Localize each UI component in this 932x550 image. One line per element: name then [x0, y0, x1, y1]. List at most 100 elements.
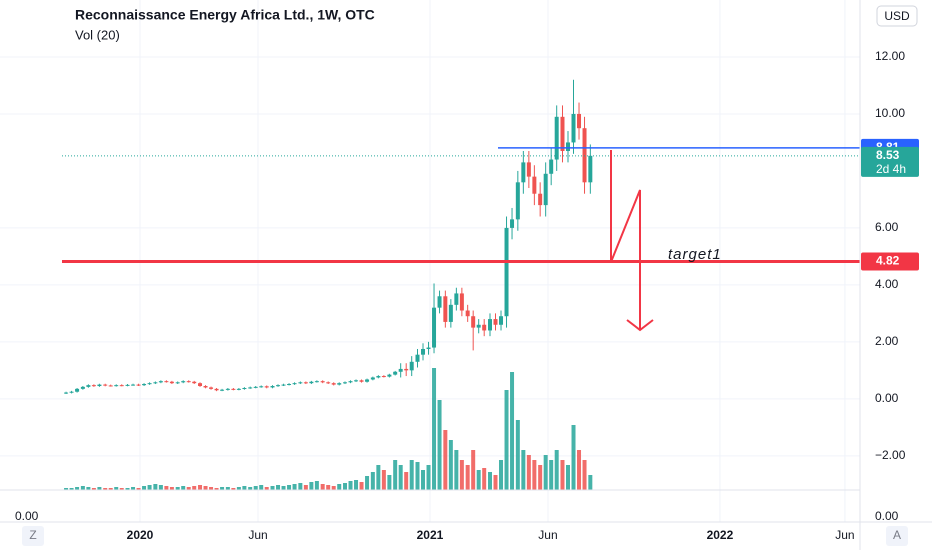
- volume-bar: [387, 475, 392, 490]
- candle-body: [448, 304, 453, 322]
- currency-label[interactable]: USD: [884, 9, 910, 23]
- candle-body: [169, 381, 174, 384]
- candle-body: [359, 380, 364, 382]
- volume-bar: [276, 485, 281, 490]
- price-label: 4.82: [876, 254, 900, 268]
- annotation: target1: [668, 246, 722, 263]
- candle-body: [560, 116, 565, 151]
- volume-bar: [554, 450, 559, 490]
- volume-bar: [471, 450, 476, 490]
- volume-bar: [421, 470, 426, 490]
- countdown-label: 2d 4h: [876, 162, 906, 176]
- candle-body: [454, 293, 459, 305]
- auto-label[interactable]: A: [893, 528, 901, 542]
- candle-body: [510, 219, 515, 228]
- candle-body: [114, 385, 119, 387]
- volume-bar: [343, 483, 348, 490]
- volume-bar: [577, 450, 582, 490]
- candle-body: [264, 386, 269, 388]
- candle-body: [64, 392, 69, 394]
- volume-bar: [97, 487, 102, 490]
- volume-bar: [203, 486, 208, 490]
- candle-body: [337, 383, 342, 385]
- zoom-label[interactable]: Z: [29, 528, 36, 542]
- candle-body: [175, 382, 180, 384]
- candle-body: [97, 384, 102, 387]
- candle-body: [443, 296, 448, 322]
- x-tick-label: Jun: [248, 528, 267, 542]
- volume-bar: [125, 488, 130, 490]
- volume-bar: [549, 460, 554, 490]
- volume-bar: [192, 486, 197, 490]
- volume-bar: [287, 485, 292, 490]
- currency-button[interactable]: [876, 5, 918, 27]
- volume-bar: [437, 400, 442, 490]
- volume-bar: [432, 368, 437, 490]
- y-tick-label: 12.00: [875, 49, 905, 63]
- volume-bar: [298, 483, 303, 490]
- volume-bar: [565, 465, 570, 490]
- candle-body: [320, 381, 325, 383]
- volume-bar: [108, 488, 113, 490]
- volume-bar: [158, 485, 163, 490]
- volume-bar: [75, 487, 80, 490]
- volume-bar: [588, 475, 593, 490]
- candle-body: [459, 293, 464, 311]
- arrow-head: [626, 319, 654, 332]
- candle-body: [471, 316, 476, 328]
- volume-bar: [443, 430, 448, 490]
- volume-bar: [136, 488, 141, 490]
- x-tick-label: 2021: [417, 528, 444, 542]
- marks-layer: [62, 79, 860, 490]
- volume-bar: [270, 486, 275, 490]
- volume-bar: [326, 485, 331, 490]
- volume-bar: [91, 488, 96, 490]
- volume-bar: [510, 372, 515, 490]
- candle-body: [314, 381, 319, 383]
- volume-bar: [582, 460, 587, 490]
- price-label-box: [861, 252, 919, 271]
- candle-body: [326, 382, 331, 384]
- candle-body: [343, 382, 348, 384]
- x-tick-label: 2022: [707, 528, 734, 542]
- volume-bar: [142, 486, 147, 490]
- candle-body: [80, 386, 85, 389]
- x-tick-label: Jun: [835, 528, 854, 542]
- volume-bar: [309, 482, 314, 490]
- lower-pane-right-label: 0.00: [875, 509, 899, 523]
- y-tick-label: 10.00: [875, 106, 905, 120]
- volume-bar: [348, 481, 353, 490]
- y-tick-label: 2.00: [875, 334, 899, 348]
- volume-bar: [331, 486, 336, 490]
- candle-body: [108, 385, 113, 387]
- candle-body: [387, 374, 392, 377]
- volume-bar: [248, 487, 253, 490]
- volume-bar: [103, 488, 108, 490]
- zoom-button[interactable]: [22, 526, 44, 546]
- candle-body: [571, 113, 576, 143]
- volume-bar: [214, 488, 219, 490]
- volume-bar: [487, 472, 492, 490]
- volume-bar: [119, 488, 124, 490]
- volume-bar: [131, 487, 136, 490]
- auto-button[interactable]: [886, 526, 908, 546]
- volume-bar: [398, 465, 403, 490]
- volume-bar: [454, 450, 459, 490]
- candle-body: [270, 386, 275, 388]
- candle-body: [376, 376, 381, 378]
- candle-body: [119, 385, 124, 387]
- volume-bar: [404, 472, 409, 490]
- volume-bar: [186, 487, 191, 490]
- volume-bar: [169, 487, 174, 490]
- candle-body: [142, 384, 147, 386]
- volume-bar: [365, 476, 370, 490]
- volume-bar: [220, 487, 225, 490]
- candle-body: [164, 381, 169, 383]
- volume-bar: [253, 486, 258, 490]
- volume-bar: [153, 484, 158, 490]
- volume-bar: [209, 487, 214, 490]
- volume-bar: [560, 460, 565, 490]
- candle-body: [515, 182, 520, 220]
- candle-body: [186, 381, 191, 383]
- candle-body: [354, 380, 359, 382]
